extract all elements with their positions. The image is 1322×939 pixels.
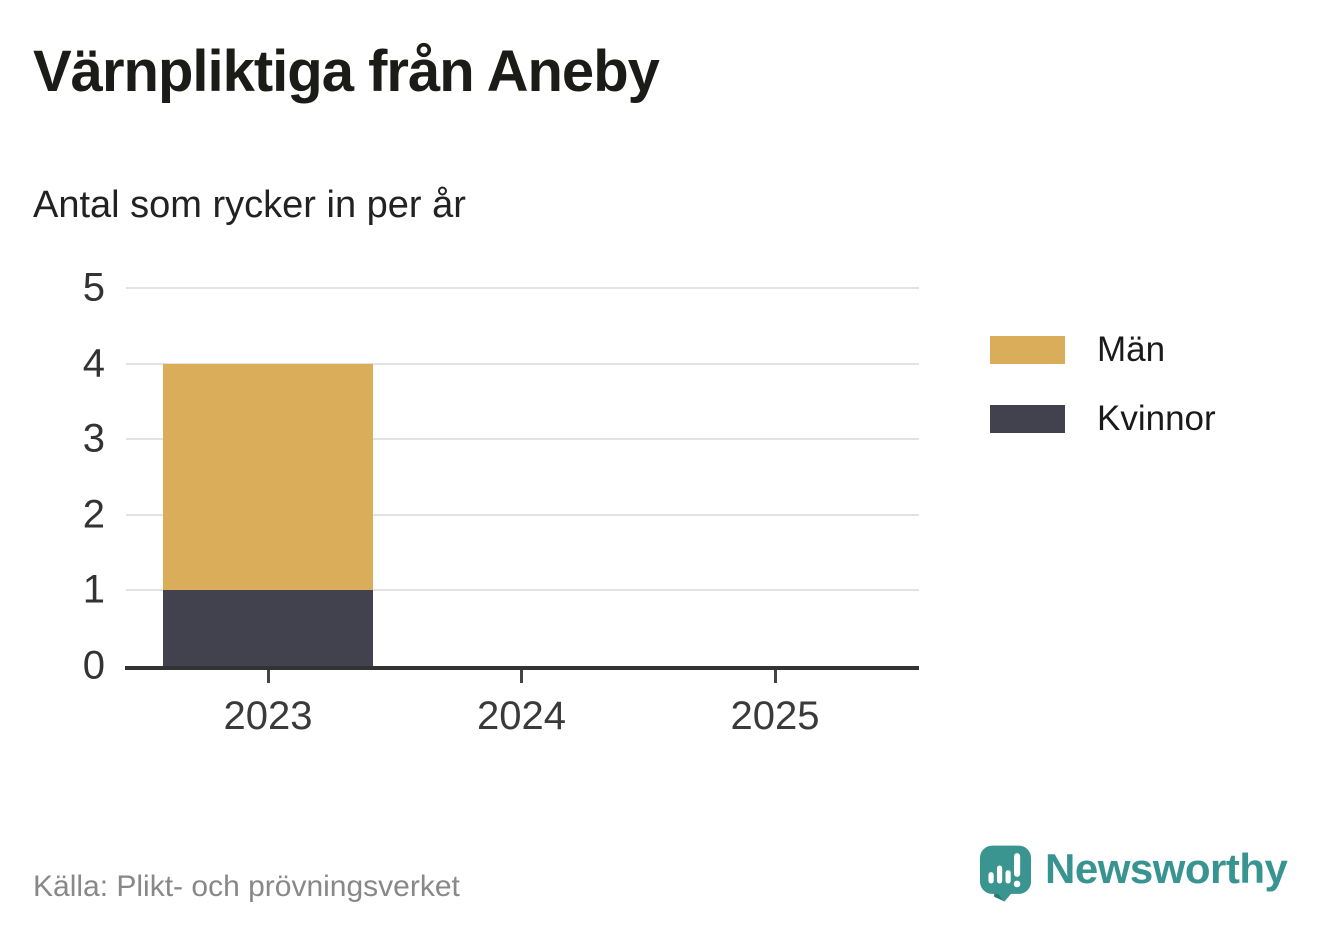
y-axis-label: 5 (82, 265, 105, 310)
gridline (126, 362, 919, 365)
newsworthy-logo: Newsworthy (979, 843, 1288, 905)
legend-swatch-kvinnor (990, 405, 1065, 433)
gridline (126, 287, 919, 289)
bar-segment-män (163, 363, 373, 591)
bar-segment-kvinnor (163, 590, 373, 666)
y-axis-label: 3 (82, 416, 105, 461)
gridline (126, 589, 919, 592)
y-axis-label: 1 (82, 567, 105, 612)
chart-title: Värnpliktiga från Aneby (33, 39, 660, 104)
legend-row: Män (990, 330, 1216, 370)
y-axis-label: 0 (82, 643, 105, 688)
y-axis-label: 2 (82, 492, 105, 537)
newsworthy-wordmark: Newsworthy (1045, 845, 1288, 892)
gridline (126, 513, 919, 516)
gridline (126, 438, 919, 441)
x-axis-label: 2025 (730, 694, 820, 738)
x-axis-tick (520, 670, 523, 683)
legend-label: Kvinnor (1097, 399, 1216, 438)
newsworthy-logo-icon (979, 843, 1032, 905)
x-axis-tick (773, 670, 777, 683)
chart-subtitle: Antal som rycker in per år (33, 184, 466, 226)
y-axis-label: 4 (82, 341, 105, 386)
legend-row: Kvinnor (990, 399, 1216, 439)
x-axis-label: 2023 (223, 694, 313, 738)
legend-label: Män (1097, 330, 1166, 369)
legend: Män Kvinnor (990, 330, 1216, 439)
legend-swatch-män (990, 336, 1065, 364)
source-text: Källa: Plikt- och prövningsverket (33, 870, 460, 903)
x-axis-line (125, 666, 919, 670)
x-axis-label: 2024 (477, 694, 566, 738)
x-axis-tick (266, 670, 270, 683)
